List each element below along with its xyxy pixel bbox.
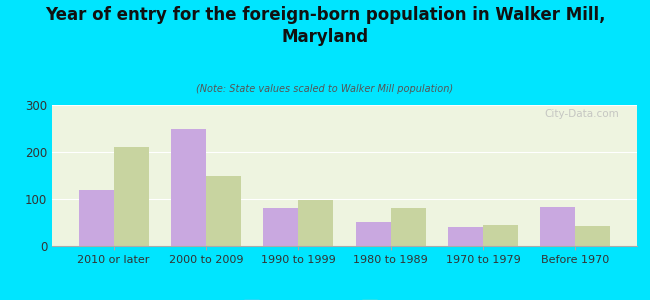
Text: Year of entry for the foreign-born population in Walker Mill,
Maryland: Year of entry for the foreign-born popul… xyxy=(45,6,605,46)
Bar xyxy=(391,208,426,246)
Bar xyxy=(114,147,149,246)
Text: City-Data.com: City-Data.com xyxy=(545,109,619,119)
Bar xyxy=(206,176,241,246)
Bar xyxy=(171,129,206,246)
Bar xyxy=(298,200,333,246)
Bar xyxy=(483,225,518,246)
Bar xyxy=(575,226,610,246)
Bar xyxy=(356,222,391,246)
Bar xyxy=(79,190,114,246)
Bar xyxy=(448,227,483,246)
Bar xyxy=(263,208,298,246)
Text: (Note: State values scaled to Walker Mill population): (Note: State values scaled to Walker Mil… xyxy=(196,84,454,94)
Bar xyxy=(540,208,575,246)
